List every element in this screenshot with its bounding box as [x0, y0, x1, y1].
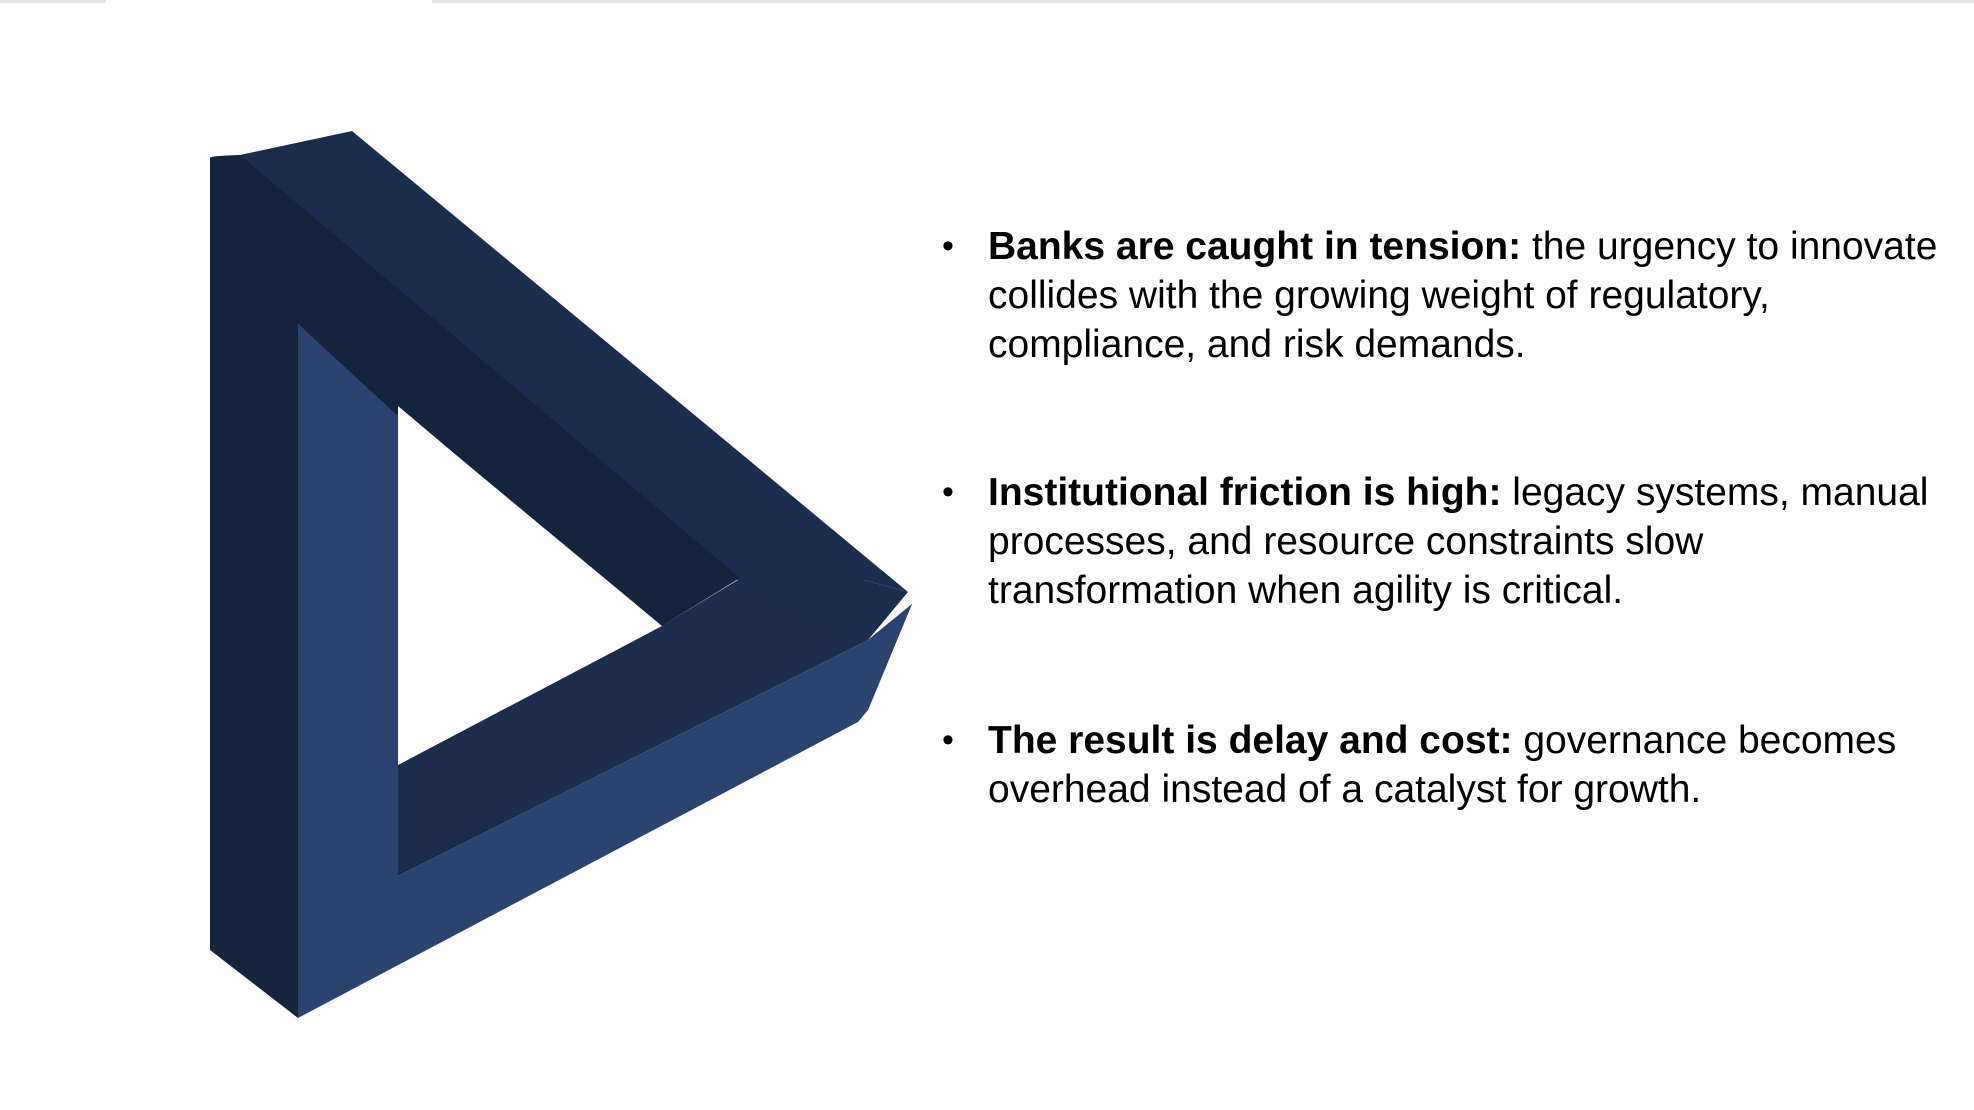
triangle-lower-inner-band	[398, 580, 868, 876]
bullet-text: governance becomes overhead instead of a…	[988, 719, 1897, 811]
triangle-inner-shadow	[298, 324, 398, 416]
bullet-text: legacy systems, manual processes, and re…	[988, 471, 1929, 612]
bullet-lead: Institutional friction is high:	[988, 471, 1502, 514]
bullet-dot: •	[942, 473, 954, 511]
bullet-item-tension: • Banks are caught in tension: the urgenc…	[942, 222, 1948, 369]
bullet-item-friction: • Institutional friction is high: legacy …	[942, 468, 1948, 615]
bullet-lead: The result is delay and cost:	[988, 719, 1513, 762]
bullet-lead: Banks are caught in tension:	[988, 225, 1522, 268]
triangle-inner-left-face	[298, 324, 912, 1018]
bullet-item-result: • The result is delay and cost: governanc…	[942, 716, 1948, 814]
bullet-text: the urgency to innovate collides with th…	[988, 225, 1938, 366]
triangle-right-cap	[868, 604, 912, 710]
bullet-dot: •	[942, 721, 954, 759]
top-rule-right	[432, 0, 1974, 3]
triangle-hollow	[398, 406, 656, 765]
triangle-left-beam	[209, 155, 741, 1018]
top-rule-left	[0, 0, 106, 3]
bullet-dot: •	[942, 227, 954, 265]
triangle-top-beam	[240, 131, 908, 592]
